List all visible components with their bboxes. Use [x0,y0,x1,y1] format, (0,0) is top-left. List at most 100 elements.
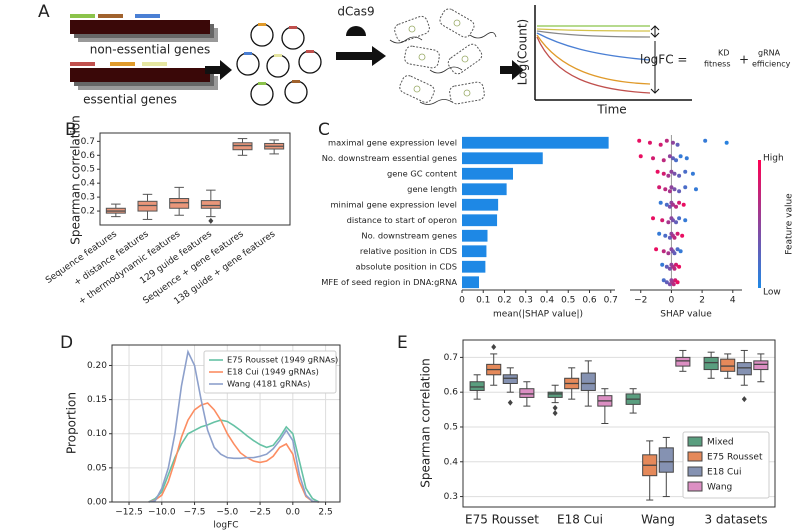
shap-point [693,187,698,192]
bar [462,260,486,273]
category-label: relative position in CDS [360,246,457,256]
box [753,360,769,371]
x-tick-label: 0 [459,296,465,306]
axis-label: Spearman correlation [419,358,433,488]
shap-point [657,231,662,236]
box [547,391,563,398]
axis-label: Log(Count) [516,19,530,85]
shap-point [654,247,659,252]
shap-point [667,154,672,159]
legend-label: Wang (4181 gRNAs) [227,379,310,389]
shap-point [690,171,695,176]
x-tick-label: 0 [669,296,675,306]
bar [462,183,507,196]
shap-point [724,140,729,145]
shap-point [667,235,672,240]
y-tick-label: 0.5 [444,422,458,432]
legend-label: E18 Cui [707,468,742,478]
y-tick-label: 0.6 [81,151,96,161]
x-tick-label: 0.3 [519,296,533,306]
box [137,200,158,212]
shap-point [669,169,674,174]
shap-point [666,251,671,256]
axis-label: logFC [213,521,238,530]
box [703,356,719,371]
shap-point [660,262,665,267]
panel-a: A non-essential genes essential genes dC… [38,2,791,117]
shap-point [683,218,688,223]
shap-point [658,142,663,147]
x-tick-label: −2.5 [249,508,271,518]
legend-swatch [687,436,703,447]
shap-point [658,200,663,205]
y-tick-label: 0.10 [87,429,107,439]
shap-point [664,280,669,285]
x-tick-label: 4 [730,296,736,306]
legend-frame [682,431,770,499]
shap-point [675,280,680,285]
bar [462,214,498,227]
shap-point [677,264,682,269]
shap-point [674,158,679,163]
x-tick-label: −7.5 [184,508,206,518]
category-label: distance to start of operon [347,215,457,225]
category-label: No. downstream essential genes [322,153,457,163]
x-tick-label: 3 datasets [704,513,767,527]
box [720,358,736,372]
shap-point [675,247,680,252]
bar [462,167,513,180]
outlier [491,343,497,350]
shap-point [670,140,675,145]
shap-point [670,156,675,161]
legend-label: E75 Rousset (1949 gRNAs) [227,355,338,365]
box [232,142,253,151]
shap-point [660,218,665,223]
y-tick-label: 0.3 [444,492,458,502]
shap-point [674,220,679,225]
formula-part: logFC = [640,53,687,67]
outlier [507,399,513,406]
colorbar-high: High [763,154,784,164]
outlier [741,396,747,403]
bar [462,229,488,242]
box [675,356,691,367]
shap-point [670,202,675,207]
shap-point [674,204,679,209]
legend-label: E18 Cui (1949 gRNAs) [227,367,319,377]
density-line [148,349,320,503]
legend-label: Mixed [707,438,734,448]
category-label: gene GC content [387,168,458,178]
category-label: No. downstream genes [361,230,457,240]
x-tick-label: 0.4 [540,296,555,306]
legend-swatch [687,451,703,462]
colorbar-label: Feature value [785,193,795,255]
box [200,200,221,209]
shap-point [667,189,672,194]
shap-point [663,233,668,238]
shap-point [683,169,688,174]
dcas9-label: dCas9 [337,5,374,19]
shap-point [684,156,689,161]
shap-point [667,204,672,209]
box [736,362,752,376]
legend-label: Wang [707,483,732,493]
panel-label: C [318,120,330,140]
axis-label: Time [596,103,626,117]
shap-point [666,220,671,225]
shap-point [677,200,682,205]
x-tick-label: E75 Rousset [465,513,539,527]
shap-point [675,231,680,236]
x-tick-label: −12.5 [115,508,143,518]
box [519,388,535,398]
shap-point [672,235,677,240]
axis-label: Spearman correlation [69,115,83,245]
shap-point [670,218,675,223]
outlier [552,404,558,411]
density-line [148,402,320,503]
shap-point [678,249,683,254]
formula-part: + [739,53,749,67]
formula-part: fitness [704,60,731,69]
shap-point [681,202,686,207]
shap-point [669,185,674,190]
x-tick-label: 2 [699,296,705,306]
